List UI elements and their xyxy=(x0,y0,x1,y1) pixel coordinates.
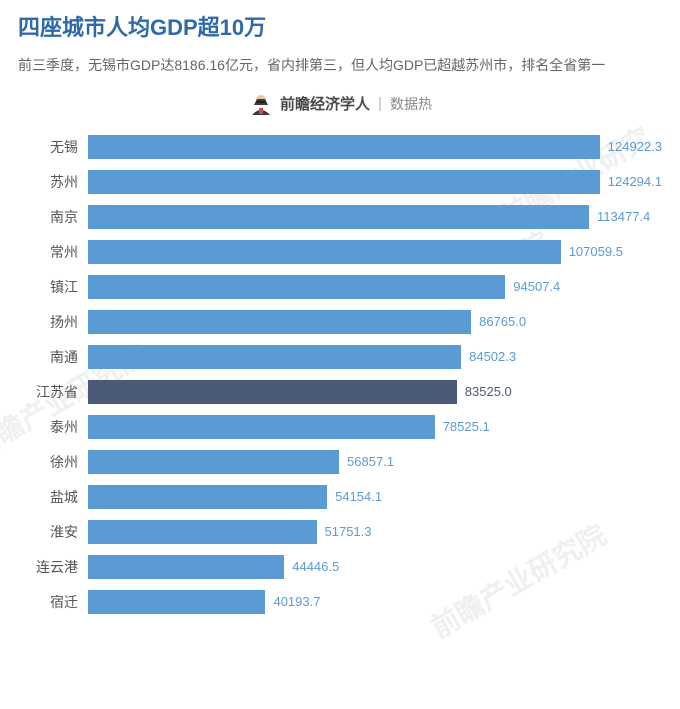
bar xyxy=(88,275,505,299)
bar xyxy=(88,415,435,439)
bar-label: 南通 xyxy=(18,347,88,367)
bar xyxy=(88,590,265,614)
bar-label: 江苏省 xyxy=(18,382,88,402)
bar xyxy=(88,240,561,264)
bar-value: 54154.1 xyxy=(335,489,382,504)
bar-label: 无锡 xyxy=(18,137,88,157)
bar-row: 扬州 86765.0 xyxy=(18,306,662,338)
bar-value: 84502.3 xyxy=(469,349,516,364)
source-row: 前瞻经济学人 | 数据热 xyxy=(18,91,662,117)
bar-area: 54154.1 xyxy=(88,485,662,509)
bar-row: 盐城 54154.1 xyxy=(18,481,662,513)
bar-row: 无锡 124922.3 xyxy=(18,131,662,163)
source-main: 前瞻经济学人 xyxy=(280,93,370,114)
bar-label: 常州 xyxy=(18,242,88,262)
source-sub: 数据热 xyxy=(390,94,432,114)
bar-row: 江苏省 83525.0 xyxy=(18,376,662,408)
bar-row: 宿迁 40193.7 xyxy=(18,586,662,618)
bar xyxy=(88,345,461,369)
bar-value: 124922.3 xyxy=(608,139,662,154)
bar-row: 苏州 124294.1 xyxy=(18,166,662,198)
source-divider: | xyxy=(378,95,382,112)
bar-row: 镇江 94507.4 xyxy=(18,271,662,303)
bar-label: 泰州 xyxy=(18,417,88,437)
bar-value: 124294.1 xyxy=(608,174,662,189)
bar-area: 40193.7 xyxy=(88,590,662,614)
bar-label: 苏州 xyxy=(18,172,88,192)
bar-area: 84502.3 xyxy=(88,345,662,369)
bar-row: 泰州 78525.1 xyxy=(18,411,662,443)
bar-value: 78525.1 xyxy=(443,419,490,434)
bar xyxy=(88,520,317,544)
bar-value: 40193.7 xyxy=(273,594,320,609)
bar-area: 83525.0 xyxy=(88,380,662,404)
bar xyxy=(88,485,327,509)
avatar-icon xyxy=(248,91,274,117)
bar-area: 107059.5 xyxy=(88,240,662,264)
bar-area: 86765.0 xyxy=(88,310,662,334)
bar-value: 51751.3 xyxy=(325,524,372,539)
bar-row: 徐州 56857.1 xyxy=(18,446,662,478)
bar xyxy=(88,310,471,334)
bar-value: 94507.4 xyxy=(513,279,560,294)
bar-label: 南京 xyxy=(18,207,88,227)
bar-area: 113477.4 xyxy=(88,205,662,229)
bar-area: 56857.1 xyxy=(88,450,662,474)
bar-area: 44446.5 xyxy=(88,555,662,579)
bar-value: 107059.5 xyxy=(569,244,623,259)
bar-value: 86765.0 xyxy=(479,314,526,329)
bar-value: 56857.1 xyxy=(347,454,394,469)
bar-value: 44446.5 xyxy=(292,559,339,574)
bar-label: 连云港 xyxy=(18,557,88,577)
bar-area: 124294.1 xyxy=(88,170,662,194)
bar xyxy=(88,205,589,229)
bar-label: 徐州 xyxy=(18,452,88,472)
bar-label: 宿迁 xyxy=(18,592,88,612)
bar-area: 124922.3 xyxy=(88,135,662,159)
chart-subtitle: 前三季度，无锡市GDP达8186.16亿元，省内排第三，但人均GDP已超越苏州市… xyxy=(18,52,662,79)
bar-row: 连云港 44446.5 xyxy=(18,551,662,583)
bar-area: 51751.3 xyxy=(88,520,662,544)
bar xyxy=(88,555,284,579)
bar-label: 盐城 xyxy=(18,487,88,507)
bar-area: 94507.4 xyxy=(88,275,662,299)
bar xyxy=(88,170,600,194)
bar-label: 扬州 xyxy=(18,312,88,332)
bar-row: 常州 107059.5 xyxy=(18,236,662,268)
bar-value: 113477.4 xyxy=(597,209,650,224)
bar xyxy=(88,450,339,474)
bar xyxy=(88,380,457,404)
bar xyxy=(88,135,600,159)
bar-label: 淮安 xyxy=(18,522,88,542)
bar-chart: 无锡 124922.3 苏州 124294.1 南京 113477.4 常州 107059.5… xyxy=(18,131,662,618)
bar-value: 83525.0 xyxy=(465,384,512,399)
bar-label: 镇江 xyxy=(18,277,88,297)
bar-row: 淮安 51751.3 xyxy=(18,516,662,548)
chart-title: 四座城市人均GDP超10万 xyxy=(18,10,662,42)
bar-row: 南京 113477.4 xyxy=(18,201,662,233)
bar-area: 78525.1 xyxy=(88,415,662,439)
bar-row: 南通 84502.3 xyxy=(18,341,662,373)
